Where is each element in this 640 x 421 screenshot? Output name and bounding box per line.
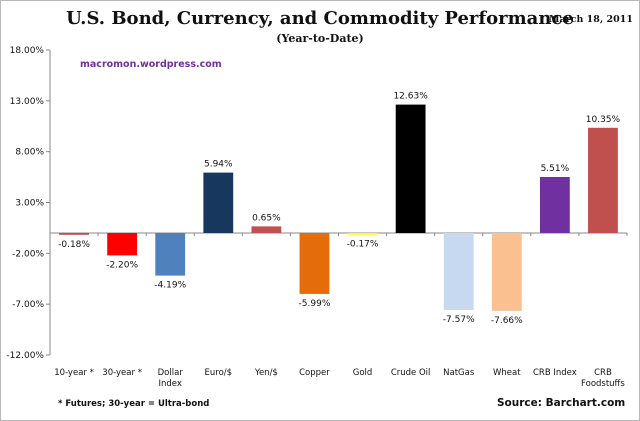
data-label-6: -0.17% [347, 240, 379, 250]
category-label: CRB [594, 368, 612, 378]
bar-11 [588, 127, 618, 233]
bar-2 [155, 233, 186, 276]
y-tick-label: -12.00% [6, 351, 44, 361]
bar-10 [539, 176, 570, 233]
bar-0 [59, 233, 89, 235]
category-label: Dollar [158, 368, 184, 378]
bar-4 [251, 226, 282, 233]
bar-1 [107, 233, 138, 256]
chart-date: March 18, 2011 [549, 14, 633, 25]
category-label: Index [159, 379, 182, 389]
data-label-10: 5.51% [541, 164, 570, 174]
data-label-1: -2.20% [106, 260, 138, 270]
bar-9 [491, 233, 522, 311]
category-label: Copper [299, 368, 330, 378]
category-label: Yen/$ [254, 368, 278, 378]
y-tick-label: 3.00% [15, 199, 44, 209]
data-label-5: -5.99% [299, 299, 331, 309]
data-label-7: 12.63% [393, 92, 428, 102]
y-tick-label: 8.00% [15, 148, 44, 158]
category-label: Foodstuffs [581, 379, 625, 389]
category-label: Crude Oil [391, 368, 431, 378]
y-tick-label: 13.00% [10, 97, 45, 107]
category-label: 30-year * [102, 368, 142, 378]
bar-6 [347, 233, 378, 235]
data-label-2: -4.19% [154, 281, 186, 291]
bar-5 [299, 233, 330, 294]
chart-title: U.S. Bond, Currency, and Commodity Perfo… [66, 8, 574, 29]
watermark-text: macromon.wordpress.com [80, 59, 222, 70]
category-label: NatGas [443, 368, 475, 378]
data-label-4: 0.65% [252, 213, 281, 223]
y-tick-label: -2.00% [12, 249, 44, 259]
data-label-9: -7.66% [491, 316, 523, 326]
category-label: CRB Index [533, 368, 577, 378]
category-label: 10-year * [54, 368, 94, 378]
y-tick-label: -7.00% [12, 300, 44, 310]
category-label: Euro/$ [205, 368, 233, 378]
bar-3 [203, 172, 234, 233]
data-label-8: -7.57% [443, 315, 475, 325]
y-tick-label: 18.00% [10, 46, 45, 56]
bar-8 [443, 233, 474, 310]
source-note: Source: Barchart.com [497, 397, 626, 409]
data-label-0: -0.18% [58, 240, 90, 250]
category-label: Gold [353, 368, 373, 378]
category-label: Wheat [493, 368, 521, 378]
data-label-3: 5.94% [204, 160, 233, 170]
footnote: * Futures; 30-year = Ultra-bond [58, 399, 210, 409]
bar-7 [395, 104, 426, 233]
data-label-11: 10.35% [586, 115, 621, 125]
chart-subtitle: (Year-to-Date) [276, 32, 364, 45]
